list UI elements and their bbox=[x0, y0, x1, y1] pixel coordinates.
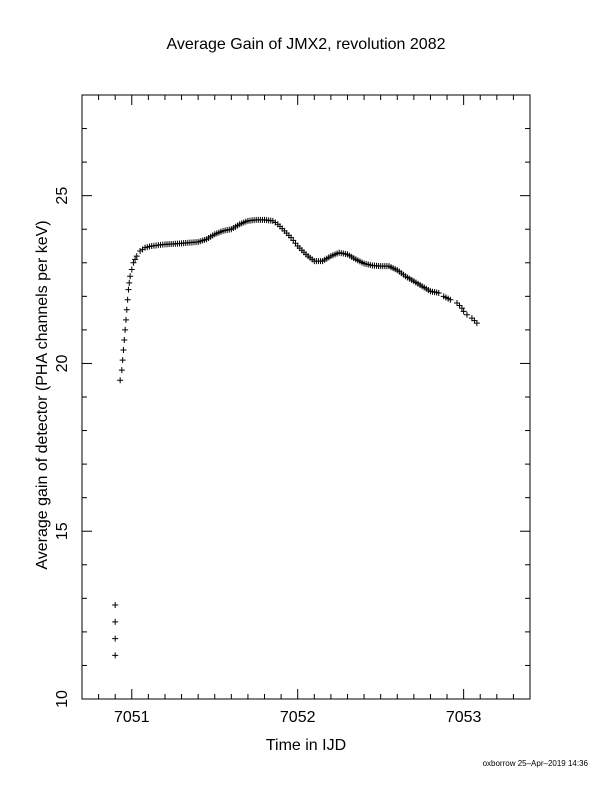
data-point bbox=[267, 217, 274, 224]
data-point bbox=[242, 218, 249, 225]
data-points bbox=[112, 216, 480, 659]
data-point bbox=[122, 316, 129, 323]
data-point bbox=[217, 228, 224, 235]
data-point bbox=[123, 306, 130, 313]
x-tick-label: 7053 bbox=[446, 709, 482, 726]
y-tick-label: 10 bbox=[54, 690, 71, 708]
data-point bbox=[279, 225, 286, 232]
data-point bbox=[127, 273, 134, 280]
data-point bbox=[119, 357, 126, 364]
data-point bbox=[118, 367, 125, 374]
axis-ticks bbox=[81, 94, 531, 700]
x-axis-label: Time in IJD bbox=[265, 737, 347, 754]
credit-stamp: oxborrow 25–Apr–2019 14:36 bbox=[482, 759, 588, 768]
y-tick-label: 15 bbox=[54, 522, 71, 540]
data-point bbox=[130, 259, 137, 266]
data-point bbox=[112, 652, 119, 659]
data-point bbox=[292, 240, 299, 247]
data-point bbox=[126, 279, 133, 286]
data-point bbox=[433, 289, 440, 296]
data-point bbox=[460, 308, 467, 315]
data-point bbox=[234, 222, 241, 229]
data-point bbox=[272, 219, 279, 226]
data-point bbox=[463, 311, 470, 318]
data-point bbox=[128, 266, 135, 273]
x-tick-label: 7051 bbox=[114, 709, 150, 726]
data-point bbox=[471, 317, 478, 324]
data-point bbox=[120, 347, 127, 354]
data-point bbox=[117, 377, 124, 384]
data-point bbox=[226, 226, 233, 233]
data-point bbox=[201, 236, 208, 243]
data-point bbox=[309, 256, 316, 263]
data-point bbox=[445, 295, 452, 302]
data-point bbox=[193, 239, 200, 246]
data-point bbox=[408, 276, 415, 283]
y-axis-label: Average gain of detector (PHA channels p… bbox=[34, 220, 51, 570]
x-tick-label: 7052 bbox=[280, 709, 316, 726]
data-point bbox=[285, 232, 292, 239]
data-point bbox=[367, 261, 374, 268]
plot-frame bbox=[81, 94, 531, 700]
data-point bbox=[383, 263, 390, 270]
data-point bbox=[400, 271, 407, 278]
data-point bbox=[342, 250, 349, 257]
data-point bbox=[121, 336, 128, 343]
data-point bbox=[325, 254, 332, 261]
data-point bbox=[392, 266, 399, 273]
data-point bbox=[209, 232, 216, 239]
data-point bbox=[112, 635, 119, 642]
data-point bbox=[122, 326, 129, 333]
y-tick-label: 20 bbox=[54, 354, 71, 372]
data-point bbox=[132, 256, 139, 263]
data-point bbox=[125, 286, 132, 293]
data-point bbox=[317, 258, 324, 265]
y-tick-label: 25 bbox=[54, 187, 71, 205]
axis-tick-labels: 7051 7052 7053 10 15 20 25 bbox=[54, 187, 482, 726]
data-point bbox=[350, 255, 357, 262]
data-point bbox=[112, 602, 119, 609]
data-point bbox=[417, 282, 424, 289]
data-point bbox=[139, 246, 146, 253]
data-point bbox=[112, 618, 119, 625]
data-point bbox=[359, 259, 365, 266]
data-point bbox=[456, 302, 463, 309]
data-point bbox=[425, 287, 432, 294]
data-point bbox=[146, 243, 153, 250]
data-point bbox=[300, 249, 307, 256]
data-point bbox=[133, 253, 140, 260]
data-point bbox=[124, 296, 131, 303]
chart-title: Average Gain of JMX2, revolution 2082 bbox=[166, 36, 446, 53]
